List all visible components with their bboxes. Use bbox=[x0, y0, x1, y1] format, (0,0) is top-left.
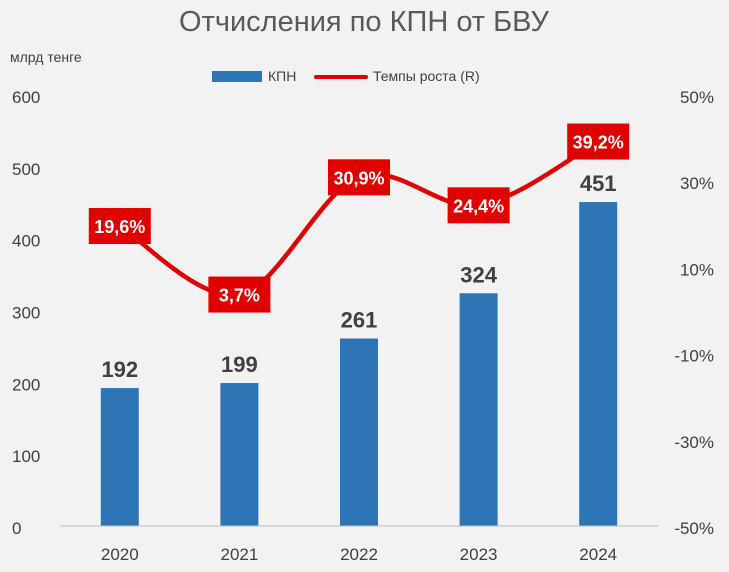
x-axis-tick-label: 2021 bbox=[220, 545, 258, 564]
y-axis-unit-label: млрд тенге bbox=[10, 49, 82, 65]
right-axis-tick-label: 50% bbox=[680, 88, 714, 107]
bar-value-label: 324 bbox=[460, 262, 497, 287]
left-axis-tick-label: 300 bbox=[12, 304, 40, 323]
growth-label-box bbox=[567, 123, 630, 160]
left-axis-tick-label: 0 bbox=[12, 519, 21, 538]
right-axis-tick-label: 30% bbox=[680, 174, 714, 193]
bar-value-label: 199 bbox=[221, 352, 258, 377]
growth-label-box bbox=[447, 187, 510, 224]
growth-label-box bbox=[208, 276, 271, 313]
bar-kpn-2022 bbox=[340, 338, 378, 526]
right-axis-tick-label: 10% bbox=[680, 260, 714, 279]
growth-label-text: 19,6% bbox=[94, 217, 145, 237]
growth-label-text: 30,9% bbox=[333, 168, 384, 188]
x-axis-tick-label: 2024 bbox=[579, 545, 617, 564]
bar-kpn-2023 bbox=[459, 293, 498, 526]
bar-kpn-2024 bbox=[579, 202, 618, 526]
growth-label-box bbox=[88, 208, 151, 245]
legend-label-kpn: КПН bbox=[268, 68, 296, 84]
legend-label-growth: Темпы роста (R) bbox=[373, 68, 480, 84]
right-axis-tick-label: -50% bbox=[674, 519, 714, 538]
growth-label-box bbox=[328, 159, 390, 196]
bar-value-label: 192 bbox=[101, 357, 138, 382]
left-axis-tick-label: 500 bbox=[12, 160, 40, 179]
growth-label-text: 24,4% bbox=[453, 196, 504, 216]
x-axis: 2020 2021 2022 2023 2024 bbox=[60, 525, 658, 564]
left-axis-tick-label: 100 bbox=[12, 447, 40, 466]
bar-kpn-2021 bbox=[220, 383, 259, 526]
growth-labels: 19,6% 3,7% 30,9% 24,4% 39,2% bbox=[88, 123, 630, 313]
bar-value-label: 261 bbox=[341, 308, 378, 333]
right-axis-tick-label: -10% bbox=[674, 347, 714, 366]
bar-labels: 192 199 261 324 451 bbox=[101, 171, 616, 382]
left-axis-tick-label: 200 bbox=[12, 375, 40, 394]
bar-value-label: 451 bbox=[580, 171, 617, 196]
legend-swatch-kpn bbox=[212, 71, 262, 82]
right-axis-tick-label: -30% bbox=[674, 433, 714, 452]
bars bbox=[100, 202, 618, 526]
bar-kpn-2020 bbox=[100, 388, 139, 526]
x-axis-tick-label: 2020 bbox=[101, 545, 139, 564]
growth-label-text: 39,2% bbox=[573, 133, 624, 153]
x-axis-tick-label: 2022 bbox=[340, 545, 378, 564]
left-axis-tick-label: 400 bbox=[12, 232, 40, 251]
x-axis-tick-label: 2023 bbox=[460, 545, 498, 564]
chart-title: Отчисления по КПН от БВУ bbox=[179, 6, 550, 38]
right-axis: -50% -30% -10% 10% 30% 50% bbox=[674, 88, 714, 538]
left-axis-tick-label: 600 bbox=[12, 88, 40, 107]
left-axis: 0 100 200 300 400 500 600 bbox=[12, 88, 40, 538]
growth-label-text: 3,7% bbox=[219, 286, 260, 306]
legend: КПН Темпы роста (R) bbox=[212, 68, 480, 84]
